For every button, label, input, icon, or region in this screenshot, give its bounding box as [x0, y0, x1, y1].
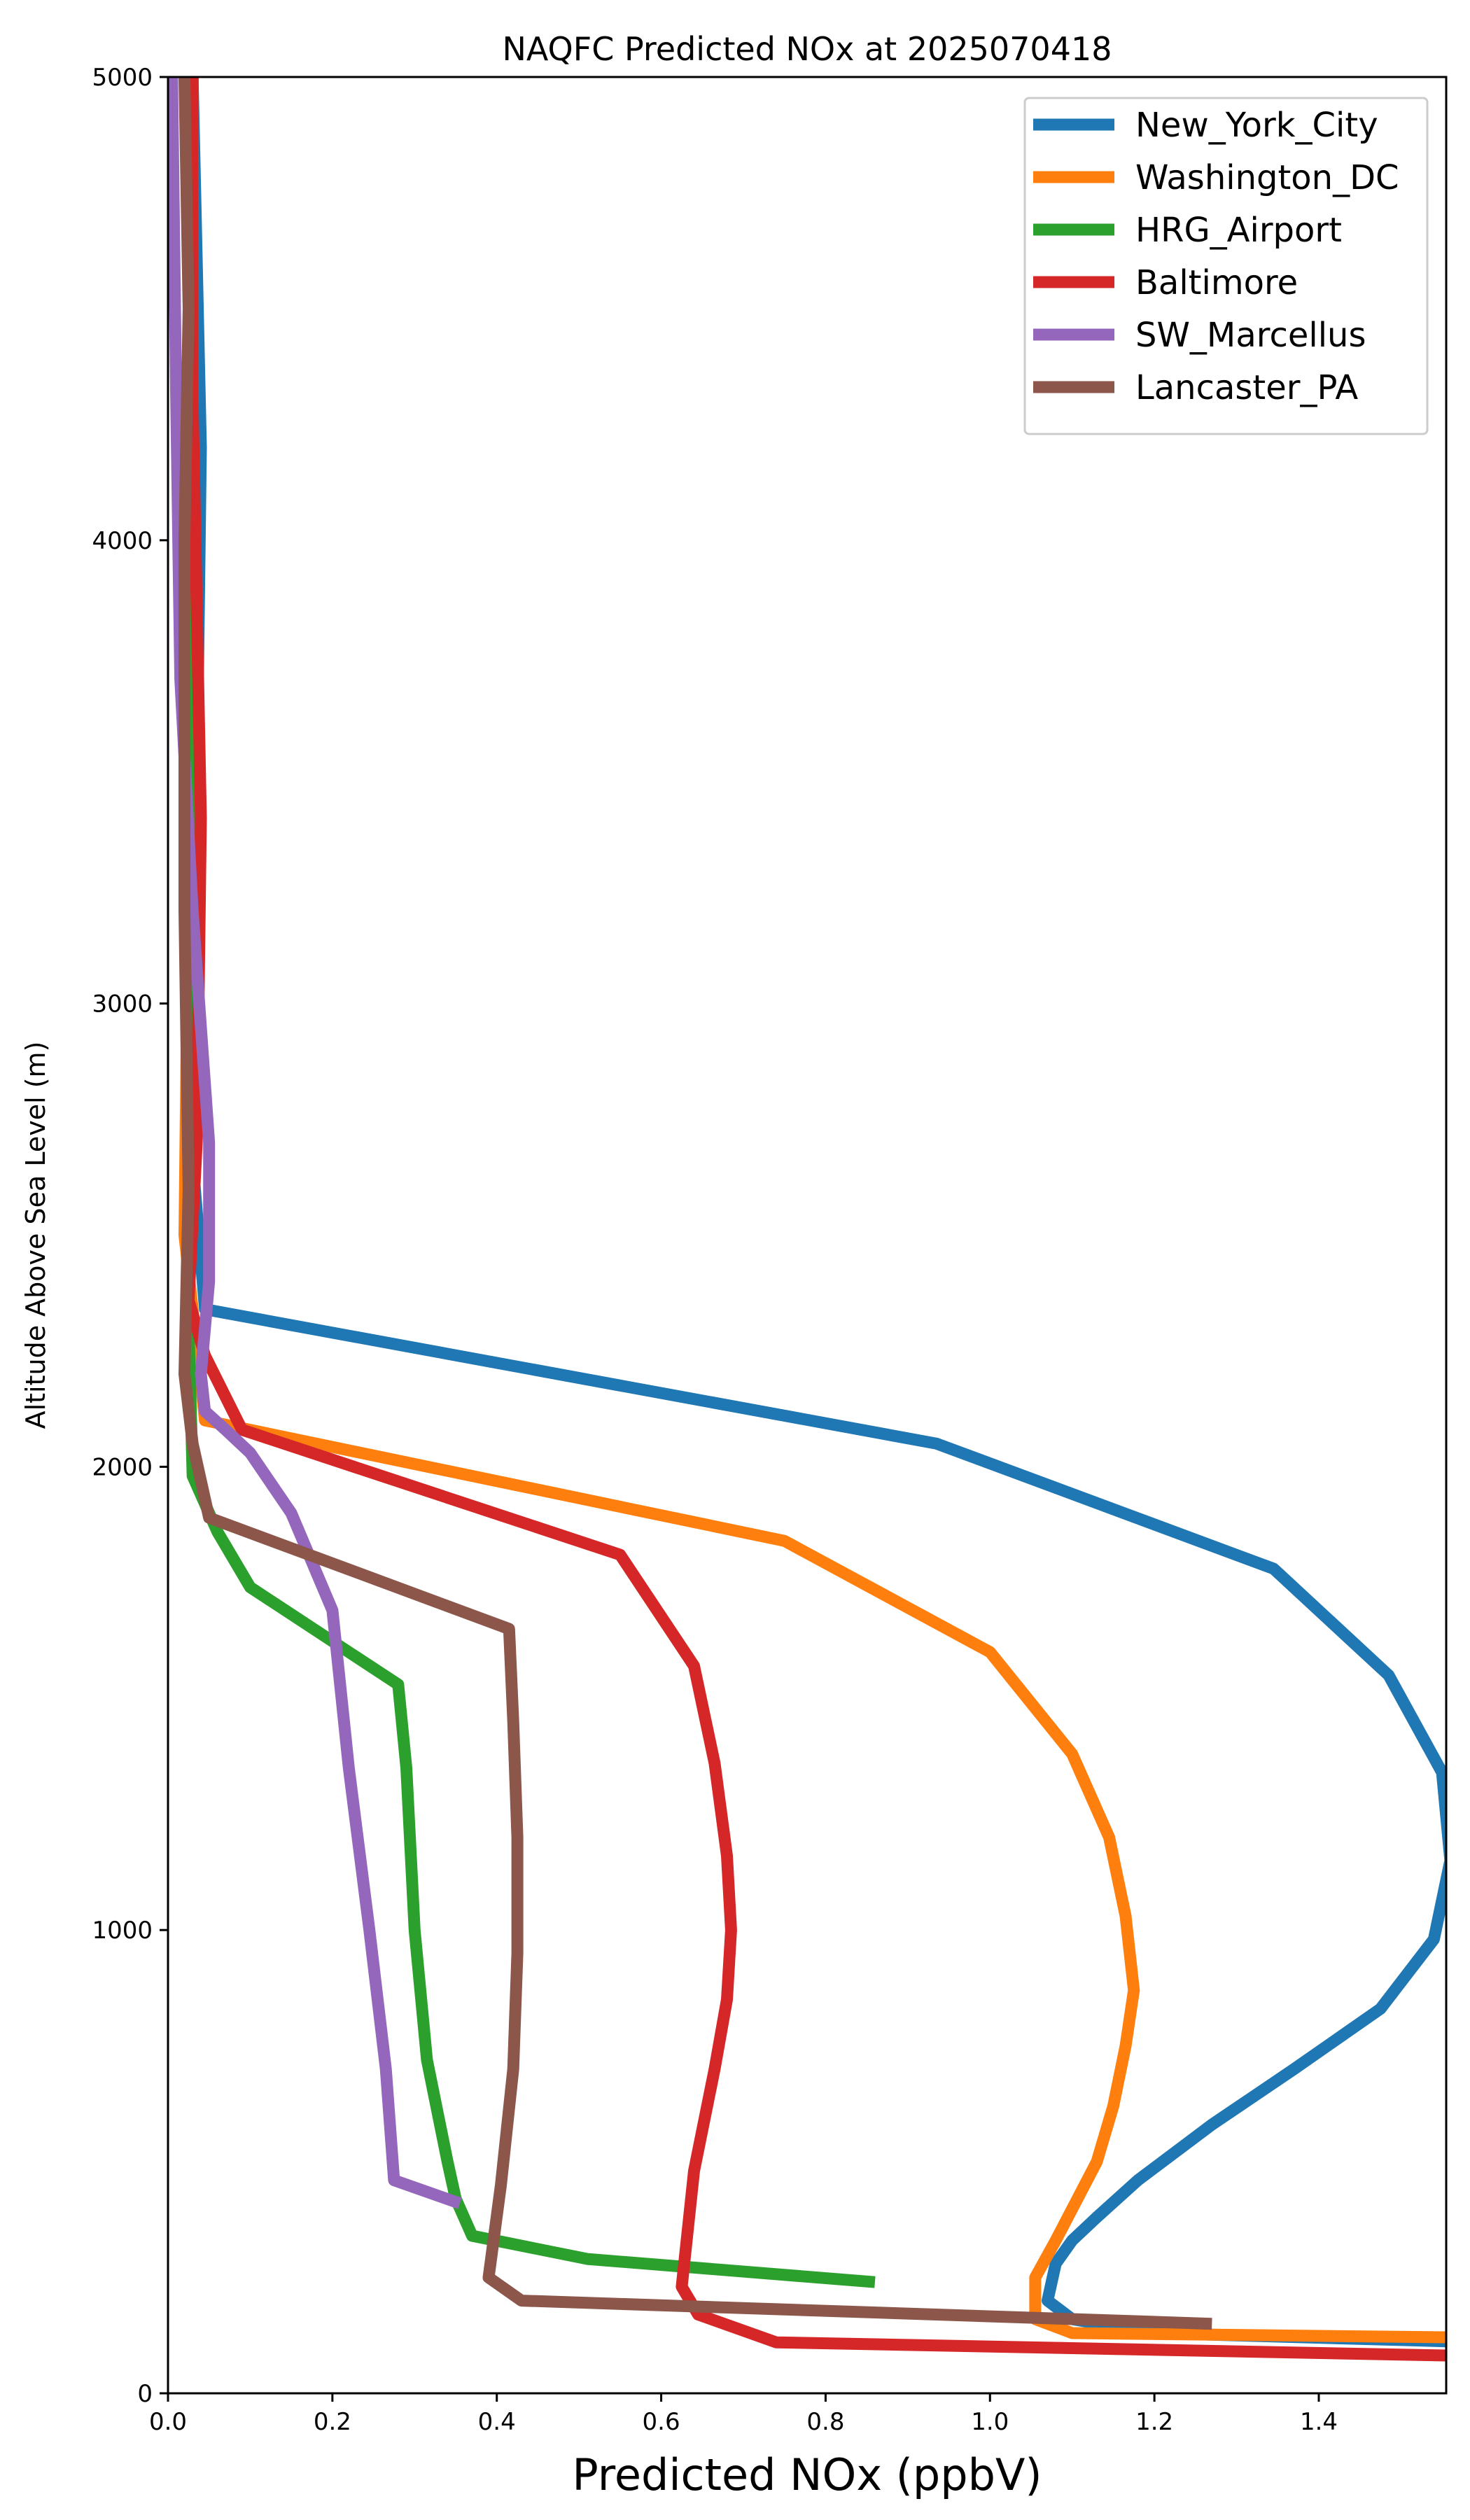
- x-tick-label: 1.0: [971, 2408, 1009, 2436]
- x-tick-label: 1.2: [1135, 2408, 1173, 2436]
- y-tick-label: 5000: [92, 64, 153, 92]
- series-line-sw-marcellus: [168, 77, 462, 2209]
- series-line-lancaster-pa: [178, 77, 1212, 2330]
- x-axis: 0.0 0.2 0.4 0.6 0.8 1.0 1.2 1.4: [149, 2393, 1338, 2436]
- y-tick-label: 0: [137, 2380, 153, 2408]
- plot-frame: [167, 76, 1448, 2395]
- legend-label: HRG_Airport: [1135, 211, 1342, 250]
- x-tick-label: 0.4: [478, 2408, 516, 2436]
- y-tick-label: 3000: [92, 990, 153, 1018]
- legend-box: [1023, 97, 1429, 435]
- y-tick-label: 2000: [92, 1453, 153, 1481]
- y-axis: 0 1000 2000 3000 4000 5000: [92, 64, 168, 2408]
- x-tick-label: 0.0: [149, 2408, 187, 2436]
- series-layer: [168, 77, 1446, 2362]
- legend-label: Washington_DC: [1135, 158, 1399, 197]
- legend-label: New_York_City: [1135, 106, 1378, 145]
- x-axis-label: Predicted NOx (ppbV): [572, 2449, 1042, 2500]
- legend-label: Lancaster_PA: [1135, 368, 1358, 407]
- series-line-baltimore: [182, 77, 1446, 2362]
- x-tick-label: 0.2: [314, 2408, 351, 2436]
- x-tick-label: 1.4: [1300, 2408, 1338, 2436]
- x-tick-label: 0.6: [643, 2408, 680, 2436]
- legend: New_York_City Washington_DC HRG_Airport Bal…: [1023, 97, 1429, 435]
- y-tick-label: 4000: [92, 527, 153, 555]
- x-tick-label: 0.8: [806, 2408, 844, 2436]
- legend-label: SW_Marcellus: [1135, 316, 1366, 355]
- legend-label: Baltimore: [1135, 263, 1298, 302]
- chart-title: NAQFC Predicted NOx at 2025070418: [502, 30, 1112, 68]
- plot-area: [167, 76, 1448, 2395]
- y-axis-label: Altitude Above Sea Level (m): [20, 1042, 51, 1429]
- y-tick-label: 1000: [92, 1917, 153, 1945]
